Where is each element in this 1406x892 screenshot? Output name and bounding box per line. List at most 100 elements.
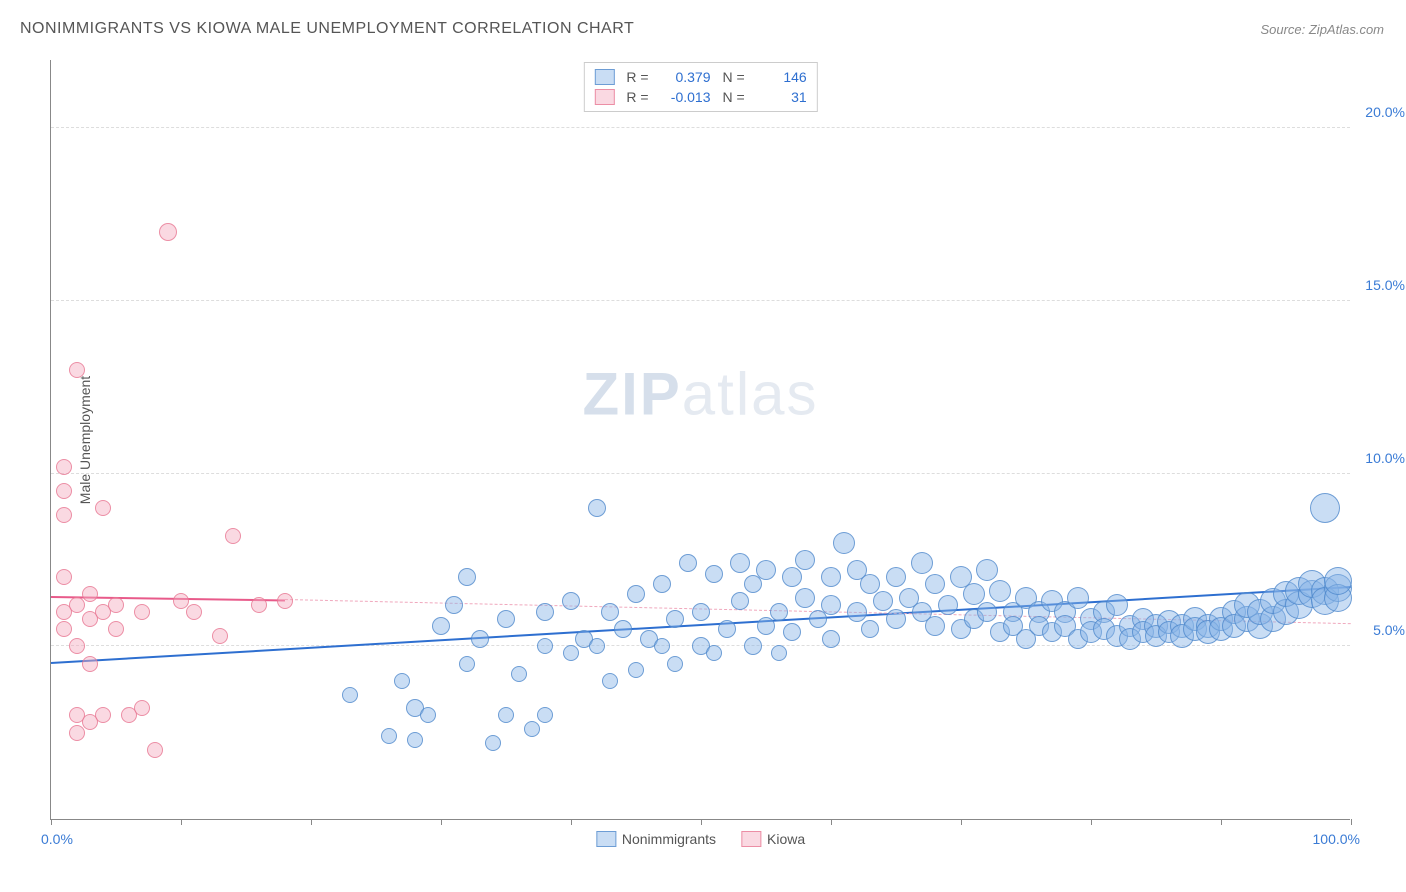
legend-stats-row: R =-0.013N =31 xyxy=(594,87,806,107)
data-point xyxy=(756,560,776,580)
data-point xyxy=(925,574,945,594)
data-point xyxy=(771,645,787,661)
gridline xyxy=(51,127,1350,128)
data-point xyxy=(654,638,670,654)
n-value: 31 xyxy=(757,89,807,105)
data-point xyxy=(134,604,150,620)
chart-container: NONIMMIGRANTS VS KIOWA MALE UNEMPLOYMENT… xyxy=(0,0,1406,892)
r-value: 0.379 xyxy=(661,69,711,85)
data-point xyxy=(911,552,933,574)
x-tick xyxy=(1351,819,1352,825)
legend-bottom: Nonimmigrants Kiowa xyxy=(596,831,805,847)
x-tick xyxy=(1091,819,1092,825)
x-tick xyxy=(701,819,702,825)
x-tick xyxy=(571,819,572,825)
legend-label: Nonimmigrants xyxy=(622,831,716,847)
data-point xyxy=(602,673,618,689)
data-point xyxy=(1324,567,1352,595)
data-point xyxy=(757,617,775,635)
data-point xyxy=(458,568,476,586)
y-tick-label: 20.0% xyxy=(1365,104,1405,120)
data-point xyxy=(471,630,489,648)
legend-label: Kiowa xyxy=(767,831,805,847)
data-point xyxy=(159,223,177,241)
data-point xyxy=(524,721,540,737)
legend-stats: R =0.379N =146R =-0.013N =31 xyxy=(583,62,817,112)
y-tick-label: 10.0% xyxy=(1365,450,1405,466)
legend-swatch xyxy=(741,831,761,847)
data-point xyxy=(873,591,893,611)
legend-item: Kiowa xyxy=(741,831,805,847)
data-point xyxy=(938,595,958,615)
x-tick xyxy=(311,819,312,825)
x-tick xyxy=(831,819,832,825)
data-point xyxy=(679,554,697,572)
data-point xyxy=(108,597,124,613)
watermark: ZIPatlas xyxy=(582,359,818,428)
data-point xyxy=(1310,493,1340,523)
x-max-label: 100.0% xyxy=(1313,831,1360,847)
data-point xyxy=(692,603,710,621)
data-point xyxy=(147,742,163,758)
data-point xyxy=(56,569,72,585)
data-point xyxy=(795,550,815,570)
data-point xyxy=(445,596,463,614)
data-point xyxy=(56,483,72,499)
data-point xyxy=(420,707,436,723)
data-point xyxy=(822,630,840,648)
data-point xyxy=(705,565,723,583)
data-point xyxy=(1067,587,1089,609)
data-point xyxy=(653,575,671,593)
data-point xyxy=(562,592,580,610)
data-point xyxy=(485,735,501,751)
data-point xyxy=(511,666,527,682)
data-point xyxy=(82,656,98,672)
x-tick xyxy=(961,819,962,825)
data-point xyxy=(627,585,645,603)
data-point xyxy=(186,604,202,620)
data-point xyxy=(394,673,410,689)
data-point xyxy=(498,707,514,723)
n-label: N = xyxy=(723,69,745,85)
r-label: R = xyxy=(626,89,648,105)
data-point xyxy=(860,574,880,594)
legend-stats-row: R = 0.379 N = 146 xyxy=(594,67,806,87)
x-tick xyxy=(51,819,52,825)
data-point xyxy=(69,362,85,378)
data-point xyxy=(744,637,762,655)
data-point xyxy=(782,567,802,587)
data-point xyxy=(56,621,72,637)
y-tick-label: 5.0% xyxy=(1373,622,1405,638)
x-tick xyxy=(1221,819,1222,825)
data-point xyxy=(977,602,997,622)
x-tick xyxy=(441,819,442,825)
data-point xyxy=(95,707,111,723)
x-tick xyxy=(181,819,182,825)
legend-swatch xyxy=(594,69,614,85)
data-point xyxy=(407,732,423,748)
data-point xyxy=(342,687,358,703)
r-label: R = xyxy=(626,69,648,85)
data-point xyxy=(795,588,815,608)
data-point xyxy=(886,609,906,629)
data-point xyxy=(730,553,750,573)
data-point xyxy=(886,567,906,587)
data-point xyxy=(976,559,998,581)
data-point xyxy=(497,610,515,628)
data-point xyxy=(706,645,722,661)
gridline xyxy=(51,300,1350,301)
data-point xyxy=(614,620,632,638)
data-point xyxy=(833,532,855,554)
legend-swatch xyxy=(596,831,616,847)
watermark-bold: ZIP xyxy=(582,360,681,427)
data-point xyxy=(847,602,867,622)
data-point xyxy=(134,700,150,716)
x-min-label: 0.0% xyxy=(41,831,73,847)
n-value: 146 xyxy=(757,69,807,85)
data-point xyxy=(82,586,98,602)
data-point xyxy=(821,567,841,587)
data-point xyxy=(667,656,683,672)
n-label: N = xyxy=(723,89,745,105)
data-point xyxy=(277,593,293,609)
watermark-light: atlas xyxy=(682,360,819,427)
